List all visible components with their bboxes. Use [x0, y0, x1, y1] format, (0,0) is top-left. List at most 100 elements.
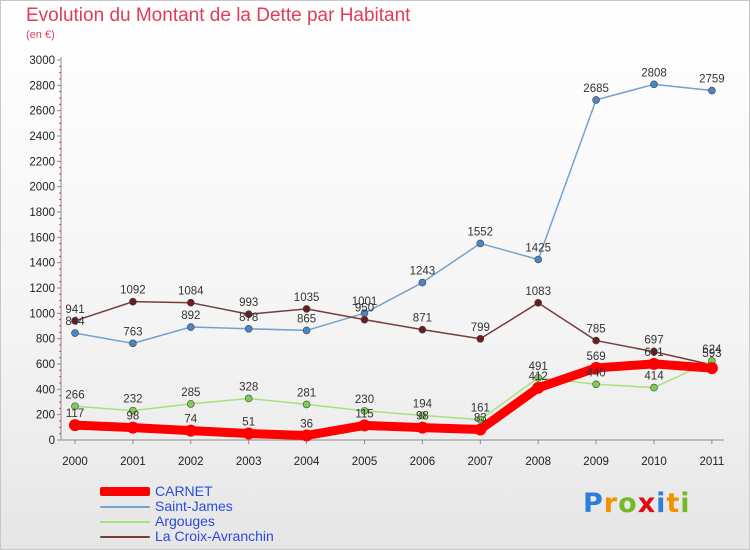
- data-point-argouges: [418, 411, 427, 420]
- data-point-saint-james: [592, 96, 600, 104]
- x-tick-label: 2008: [525, 456, 551, 468]
- y-tick-label: 1600: [29, 232, 55, 244]
- data-label-argouges: 285: [181, 387, 200, 399]
- data-point-la-croix-avranchin: [534, 299, 543, 307]
- series-line-carnet: [70, 359, 717, 440]
- y-tick-label: 600: [36, 359, 55, 371]
- data-point-argouges: [129, 406, 137, 415]
- data-label-carnet: 83: [474, 412, 487, 424]
- data-point-la-croix-avranchin: [302, 305, 311, 313]
- data-label-la-croix-avranchin: 993: [239, 297, 258, 309]
- data-point-saint-james: [71, 329, 79, 337]
- data-label-la-croix-avranchin: 1084: [178, 286, 204, 298]
- x-tick-label: 2001: [120, 456, 146, 468]
- data-label-argouges: 491: [529, 361, 548, 373]
- data-point-carnet: [532, 381, 545, 394]
- data-label-carnet: 115: [355, 408, 373, 420]
- data-point-argouges: [71, 402, 79, 411]
- data-label-saint-james: 1425: [525, 243, 551, 255]
- data-point-la-croix-avranchin: [650, 347, 658, 356]
- data-label-argouges: 266: [65, 389, 84, 401]
- data-label-saint-james: 844: [65, 316, 85, 328]
- data-label-saint-james: 865: [297, 313, 316, 325]
- data-label-argouges: 232: [123, 394, 142, 406]
- data-label-saint-james: 1243: [410, 266, 436, 278]
- data-point-la-croix-avranchin: [476, 334, 485, 343]
- data-label-la-croix-avranchin: 593: [702, 348, 721, 360]
- y-tick-label: 2400: [29, 131, 55, 143]
- data-label-la-croix-avranchin: 950: [355, 303, 374, 315]
- data-point-la-croix-avranchin: [187, 298, 195, 307]
- x-tick-label: 2004: [294, 456, 320, 468]
- data-point-carnet: [300, 429, 313, 442]
- y-tick-label: 1400: [29, 258, 55, 270]
- x-tick-label: 2003: [236, 456, 262, 468]
- data-label-carnet: 601: [644, 347, 663, 359]
- data-point-argouges: [476, 415, 485, 424]
- data-label-saint-james: 892: [181, 310, 200, 322]
- data-label-la-croix-avranchin: 1035: [294, 292, 320, 304]
- logo-letter: i: [656, 488, 667, 519]
- data-point-carnet: [126, 421, 139, 434]
- y-tick-label: 400: [36, 384, 55, 396]
- data-point-la-croix-avranchin: [592, 336, 600, 345]
- logo-letter: t: [666, 488, 681, 519]
- data-point-carnet: [705, 362, 718, 375]
- data-point-saint-james: [129, 339, 137, 348]
- y-tick-label: 0: [49, 435, 55, 447]
- data-point-saint-james: [708, 86, 716, 95]
- data-label-carnet: 36: [300, 418, 313, 430]
- data-point-saint-james: [418, 278, 427, 287]
- x-tick-label: 2010: [641, 456, 667, 468]
- logo-letter: x: [637, 488, 657, 519]
- legend-swatch: [100, 506, 150, 508]
- data-point-argouges: [360, 407, 369, 415]
- data-point-carnet: [648, 357, 660, 370]
- data-point-argouges: [650, 383, 658, 392]
- data-point-saint-james: [534, 255, 543, 264]
- data-label-la-croix-avranchin: 697: [644, 335, 663, 347]
- data-label-saint-james: 878: [239, 312, 258, 324]
- data-point-saint-james: [476, 239, 485, 248]
- y-tick-label: 2800: [29, 80, 55, 92]
- data-point-saint-james: [650, 80, 658, 89]
- data-label-carnet: 569: [587, 351, 606, 363]
- data-label-carnet: 74: [184, 414, 197, 426]
- data-label-saint-james: 2808: [641, 67, 667, 79]
- legend-label: Saint-James: [155, 498, 233, 514]
- data-label-la-croix-avranchin: 785: [587, 324, 606, 336]
- data-label-argouges: 230: [355, 394, 374, 406]
- data-label-la-croix-avranchin: 799: [471, 322, 490, 334]
- legend-item: CARNET: [100, 484, 400, 499]
- data-label-carnet: 51: [242, 417, 255, 429]
- legend-swatch: [100, 536, 150, 538]
- series-line-saint-james: [74, 83, 713, 345]
- x-tick-label: 2005: [352, 456, 378, 468]
- logo-letter: P: [583, 488, 604, 519]
- data-label-argouges: 414: [644, 371, 664, 383]
- data-label-carnet: 412: [529, 371, 548, 383]
- data-label-carnet: 117: [66, 408, 84, 420]
- data-label-saint-james: 2759: [699, 74, 725, 86]
- data-label-la-croix-avranchin: 941: [65, 304, 84, 316]
- y-tick-label: 200: [36, 410, 55, 422]
- data-point-argouges: [302, 400, 311, 409]
- legend-item: La Croix-Avranchin: [100, 529, 400, 544]
- data-point-argouges: [244, 394, 253, 403]
- data-label-saint-james: 1552: [468, 226, 494, 238]
- data-point-carnet: [69, 419, 81, 432]
- logo-letter: r: [603, 488, 619, 519]
- data-point-carnet: [358, 419, 371, 432]
- data-point-saint-james: [187, 323, 195, 331]
- data-point-la-croix-avranchin: [418, 325, 427, 334]
- proxiti-logo: Proxiti: [583, 488, 691, 519]
- data-label-argouges: 328: [239, 381, 258, 393]
- y-tick-label: 1800: [29, 207, 55, 219]
- data-label-la-croix-avranchin: 1083: [525, 286, 551, 298]
- data-label-saint-james: 1001: [352, 296, 378, 308]
- data-point-carnet: [184, 424, 197, 437]
- data-label-argouges: 161: [471, 403, 490, 415]
- data-point-la-croix-avranchin: [244, 310, 253, 319]
- data-point-carnet: [242, 427, 255, 440]
